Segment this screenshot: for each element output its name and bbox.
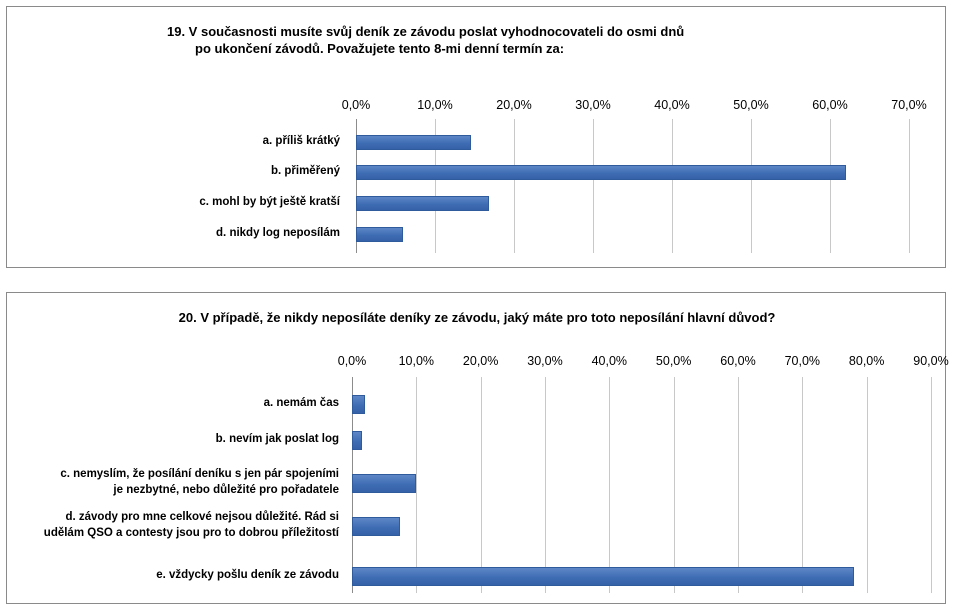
category-axis-line xyxy=(356,119,357,253)
gridline xyxy=(751,119,752,253)
x-tick-label: 30,0% xyxy=(527,354,563,368)
bar xyxy=(352,473,417,493)
x-tick-label: 60,0% xyxy=(812,98,848,112)
gridline xyxy=(738,377,739,593)
bar xyxy=(356,195,489,211)
chart-title-line: 20. V případě, že nikdy neposíláte deník… xyxy=(178,310,776,325)
category-label: d. závody pro mne celkové nejsou důležit… xyxy=(44,509,339,541)
category-label-line: a. příliš krátký xyxy=(262,135,340,147)
bar xyxy=(356,226,404,242)
x-tick-label: 40,0% xyxy=(591,354,628,368)
gridline xyxy=(435,119,436,253)
category-label: a. nemám čas xyxy=(264,395,339,411)
category-label: b. nevím jak poslat log xyxy=(216,431,339,447)
bar xyxy=(356,134,471,150)
x-tick-label: 0,0% xyxy=(341,98,371,112)
chart-q19: 19. V současnosti musíte svůj deník ze z… xyxy=(6,6,946,268)
x-tick-label: 10,0% xyxy=(398,354,435,368)
x-tick-label: 30,0% xyxy=(575,98,611,112)
category-label: e. vždycky pošlu deník ze závodu xyxy=(156,567,339,583)
category-label-line: udělám QSO a contesty jsou pro to dobrou… xyxy=(43,527,339,539)
bar xyxy=(352,516,401,536)
chart-q20: 20. V případě, že nikdy neposíláte deník… xyxy=(6,292,949,604)
x-tick-label: 0,0% xyxy=(337,354,367,368)
x-tick-label: 70,0% xyxy=(784,354,821,368)
gridline xyxy=(593,119,594,253)
x-tick-label: 60,0% xyxy=(720,354,756,368)
gridline xyxy=(609,377,611,593)
category-label: c. nemyslím, že posílání deníku s jen pá… xyxy=(60,466,339,498)
category-label: b. přiměřený xyxy=(271,163,340,179)
gridline xyxy=(931,377,932,593)
x-tick-label: 50,0% xyxy=(733,98,769,112)
gridline xyxy=(866,377,868,593)
category-label-line: je nezbytné, nebo důležité pro pořadatel… xyxy=(113,484,339,496)
gridline xyxy=(802,377,804,593)
bar xyxy=(352,566,854,586)
category-label-line: a. nemám čas xyxy=(263,397,339,409)
category-label-line: c. mohl by být ještě kratší xyxy=(199,196,340,208)
category-label: a. příliš krátký xyxy=(263,133,340,149)
x-tick-label: 50,0% xyxy=(655,354,692,368)
x-tick-label: 20,0% xyxy=(462,354,499,368)
gridline xyxy=(545,377,546,593)
category-label: c. mohl by být ještě kratší xyxy=(199,194,340,210)
chart-title: 20. V případě, že nikdy neposíláte deník… xyxy=(7,309,947,326)
chart-title: 19. V současnosti musíte svůj deník ze z… xyxy=(167,23,787,57)
category-label-line: e. vždycky pošlu deník ze závodu xyxy=(156,569,339,581)
x-tick-label: 20,0% xyxy=(496,98,532,112)
gridline xyxy=(673,377,675,593)
gridline xyxy=(480,377,482,593)
x-tick-label: 70,0% xyxy=(891,98,927,112)
x-tick-label: 40,0% xyxy=(654,98,690,112)
category-label-line: c. nemyslím, že posílání deníku s jen pá… xyxy=(60,468,339,480)
gridline xyxy=(830,119,831,253)
x-tick-label: 10,0% xyxy=(417,98,453,112)
bar xyxy=(352,394,365,414)
chart-title-line: po ukončení závodů. Považujete tento 8-m… xyxy=(195,41,565,56)
category-label-line: b. nevím jak poslat log xyxy=(215,433,339,445)
category-label-line: d. závody pro mne celkové nejsou důležit… xyxy=(65,511,339,523)
gridline xyxy=(514,119,515,253)
category-label: d. nikdy log neposílám xyxy=(216,225,340,241)
x-tick-label: 80,0% xyxy=(848,354,885,368)
x-tick-label: 90,0% xyxy=(913,354,949,368)
bar xyxy=(352,430,362,450)
category-label-line: b. přiměřený xyxy=(270,165,340,177)
gridline xyxy=(416,377,418,593)
chart-title-line: 19. V současnosti musíte svůj deník ze z… xyxy=(167,24,685,39)
bar xyxy=(356,164,846,180)
gridline xyxy=(909,119,910,253)
gridline xyxy=(672,119,673,253)
category-label-line: d. nikdy log neposílám xyxy=(216,227,340,239)
